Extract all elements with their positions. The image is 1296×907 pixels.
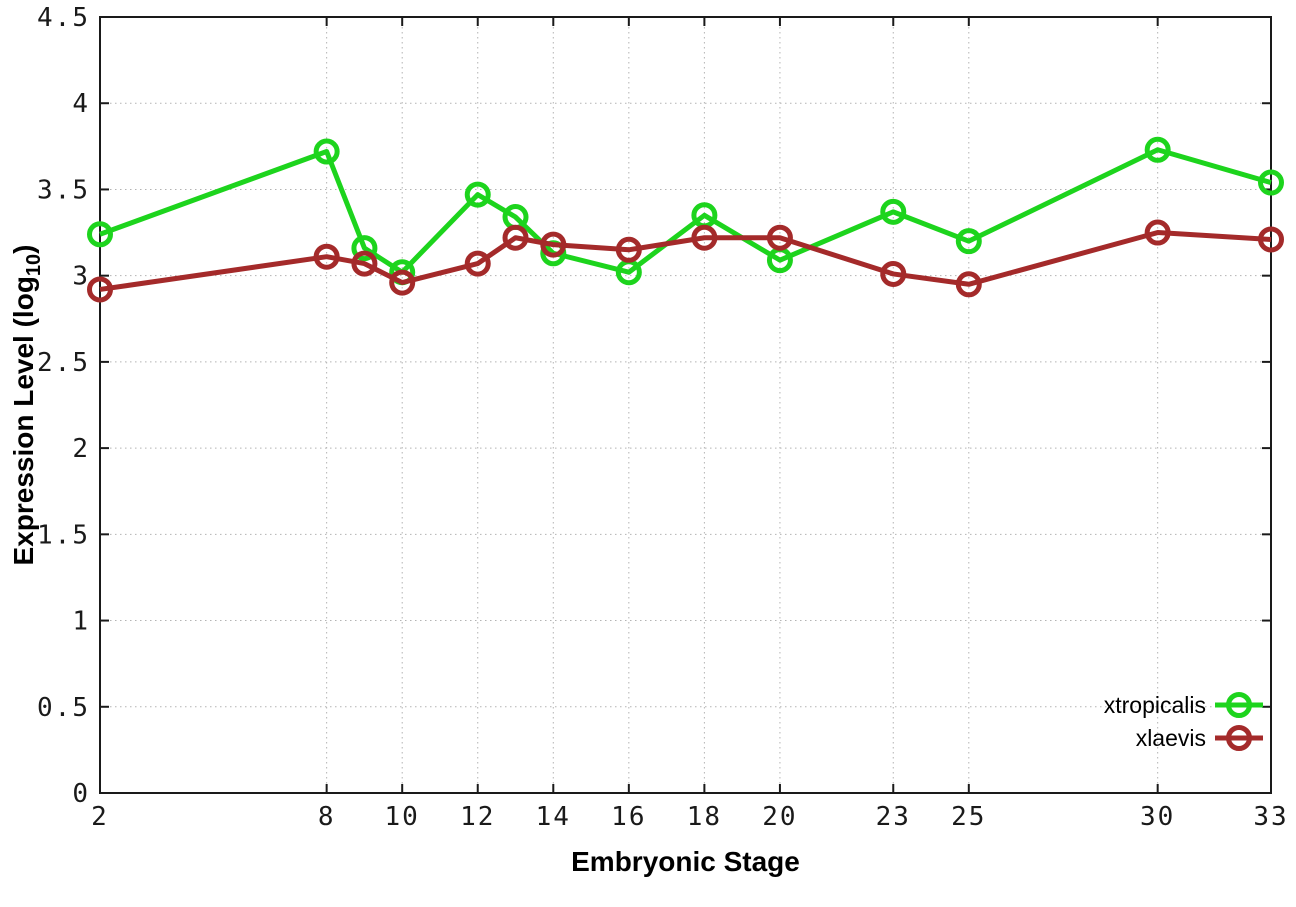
y-tick-label: 1 bbox=[72, 607, 90, 637]
plot-border bbox=[99, 16, 1272, 794]
x-tick-label: 33 bbox=[1253, 802, 1288, 832]
legend-sample-marker-xtropicalis bbox=[1226, 692, 1252, 718]
y-tick-label: 2 bbox=[72, 434, 90, 464]
x-tick-label: 8 bbox=[318, 802, 336, 832]
x-tick-label: 23 bbox=[876, 802, 911, 832]
y-tick-label: 0.5 bbox=[37, 693, 90, 723]
data-point-xtropicalis bbox=[351, 235, 378, 262]
data-point-xlaevis bbox=[502, 224, 529, 251]
data-point-xtropicalis bbox=[1144, 136, 1171, 163]
x-axis-title: Embryonic Stage bbox=[571, 846, 800, 877]
x-tick-label: 14 bbox=[536, 802, 571, 832]
data-point-xtropicalis bbox=[880, 198, 907, 225]
y-tick-label: 2.5 bbox=[37, 348, 90, 378]
y-tick-label: 1.5 bbox=[37, 520, 90, 550]
y-axis-title-text: Expression Level (log bbox=[8, 276, 39, 566]
y-tick-label: 3.5 bbox=[37, 175, 90, 205]
data-point-xlaevis bbox=[955, 271, 982, 298]
series-line-xlaevis bbox=[99, 230, 1272, 292]
x-tick-label: 30 bbox=[1140, 802, 1175, 832]
y-axis-title: Expression Level (log10) bbox=[8, 245, 46, 566]
data-point-xtropicalis bbox=[1258, 169, 1284, 196]
data-point-xlaevis bbox=[389, 269, 416, 296]
data-point-xlaevis bbox=[766, 224, 793, 251]
data-point-xtropicalis bbox=[313, 138, 340, 165]
data-point-xlaevis bbox=[540, 231, 567, 258]
data-point-xlaevis bbox=[1144, 219, 1171, 246]
data-point-xlaevis bbox=[464, 250, 491, 277]
y-tick-label: 4.5 bbox=[37, 3, 90, 33]
x-tick-label: 25 bbox=[951, 802, 986, 832]
x-tick-label: 2 bbox=[91, 802, 109, 832]
data-point-xlaevis bbox=[880, 260, 907, 287]
y-tick-label: 3 bbox=[72, 262, 90, 292]
x-tick-label: 16 bbox=[611, 802, 646, 832]
y-axis-title-close: ) bbox=[8, 244, 39, 254]
x-tick-label: 20 bbox=[762, 802, 797, 832]
x-tick-label: 10 bbox=[385, 802, 420, 832]
data-point-xlaevis bbox=[615, 236, 642, 263]
x-tick-label: 12 bbox=[460, 802, 495, 832]
x-tick-label: 18 bbox=[687, 802, 722, 832]
data-point-xtropicalis bbox=[464, 181, 491, 208]
data-point-xlaevis bbox=[351, 250, 378, 277]
data-point-xlaevis bbox=[313, 243, 340, 270]
y-tick-label: 4 bbox=[72, 89, 90, 119]
y-tick-label: 0 bbox=[72, 779, 90, 809]
series-line-xtropicalis bbox=[99, 147, 1272, 275]
legend-label-xtropicalis: xtropicalis bbox=[1104, 692, 1206, 718]
legend-sample-marker-xlaevis bbox=[1226, 725, 1252, 751]
y-axis-title-subscript: 10 bbox=[23, 253, 45, 277]
data-point-xlaevis bbox=[87, 276, 113, 303]
legend-label-xlaevis: xlaevis bbox=[1136, 725, 1206, 751]
data-point-xlaevis bbox=[1258, 226, 1284, 253]
data-point-xtropicalis bbox=[955, 228, 982, 255]
data-point-xlaevis bbox=[691, 224, 718, 251]
data-point-xtropicalis bbox=[87, 221, 113, 248]
